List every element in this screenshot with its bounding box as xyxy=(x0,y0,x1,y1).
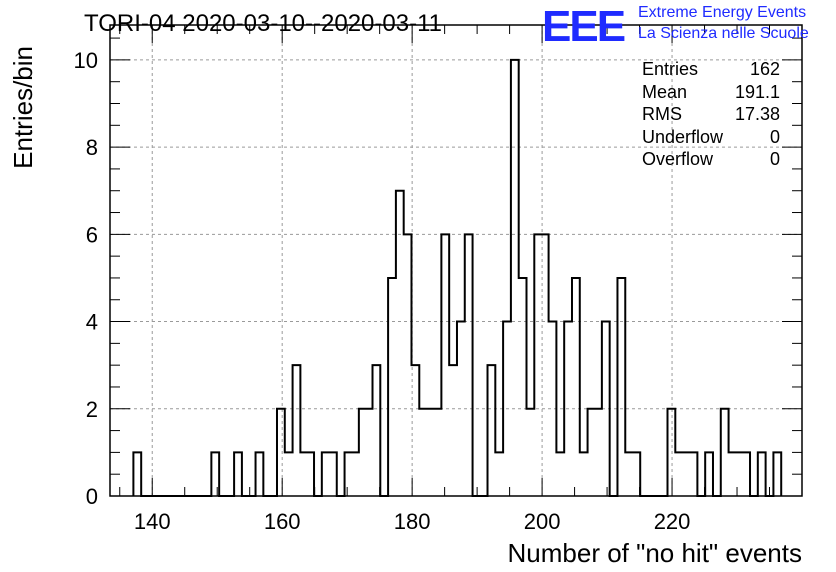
y-tick-label: 2 xyxy=(86,397,98,422)
stats-value: 191.1 xyxy=(734,81,780,102)
plot-frame xyxy=(109,24,803,497)
x-tick-labels: 140 160 180 200 220 xyxy=(134,509,691,534)
chart-title: TORI-04 2020-03-10--2020-03-11 xyxy=(84,10,442,37)
stats-value: 0 xyxy=(769,149,780,169)
x-tick-label: 200 xyxy=(524,509,561,534)
y-tick-label: 8 xyxy=(86,135,98,160)
y-tick-label: 6 xyxy=(86,222,98,247)
stats-row-overflow: Overflow 0 xyxy=(642,148,780,171)
y-tick-label: 0 xyxy=(86,484,98,509)
x-tick-label: 220 xyxy=(654,509,691,534)
stats-row-underflow: Underflow 0 xyxy=(642,126,780,149)
stats-label: RMS xyxy=(642,104,682,124)
stats-label: Mean xyxy=(642,81,688,102)
stats-label: Overflow xyxy=(642,149,714,169)
y-tick-label: 10 xyxy=(74,48,98,73)
stats-row-rms: RMS 17.38 xyxy=(642,103,780,126)
stats-value: 17.38 xyxy=(734,104,780,124)
stats-row-entries: Entries 162 xyxy=(642,58,780,81)
x-tick-label: 140 xyxy=(134,509,171,534)
stats-row-mean: Mean 191.1 xyxy=(642,81,780,104)
y-axis-title: Entries/bin xyxy=(8,46,38,169)
stats-value: 162 xyxy=(749,59,780,79)
grid-lines xyxy=(110,25,802,496)
stats-label: Entries xyxy=(642,59,699,79)
x-tick-label: 160 xyxy=(264,509,301,534)
y-tick-label: 4 xyxy=(86,310,98,335)
stats-box: Entries 162 Mean 191.1 RMS 17.38 Underflow 0 Ove… xyxy=(642,58,780,171)
x-tick-label: 180 xyxy=(394,509,431,534)
eee-logo: EEE xyxy=(542,2,626,51)
stats-value: 0 xyxy=(769,126,780,147)
stats-label: Underflow xyxy=(642,126,724,147)
y-tick-labels: 0 2 4 6 8 10 xyxy=(74,48,98,509)
x-axis-title: Number of "no hit" events xyxy=(508,538,803,568)
logo-line-1: Extreme Energy Events xyxy=(638,4,807,21)
logo-line-2: La Scienza nelle Scuole xyxy=(638,25,809,42)
histogram-line xyxy=(132,58,783,497)
logo-caption: Extreme Energy Events La Scienza nelle S… xyxy=(638,2,809,44)
axis-ticks xyxy=(110,25,803,497)
